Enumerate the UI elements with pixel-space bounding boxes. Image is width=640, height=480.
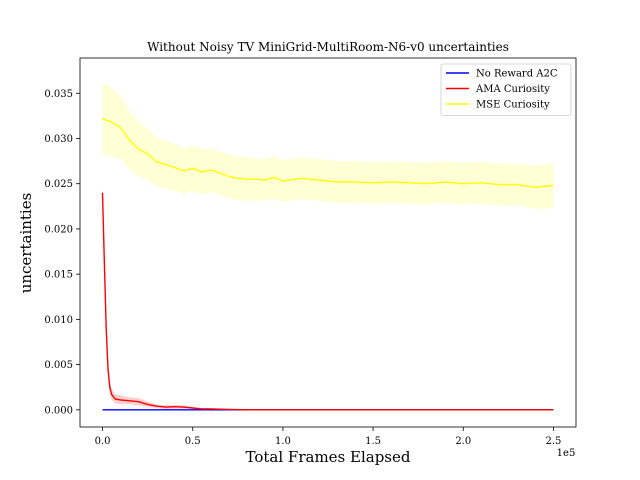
y-tick-label: 0.035 [44, 89, 73, 100]
confidence-bands [102, 82, 554, 410]
x-axis-label: Total Frames Elapsed [246, 448, 411, 466]
x-axis-ticks: 0.0 0.5 1.0 1.5 2.0 2.5 [95, 427, 562, 447]
x-tick-label: 1.5 [365, 436, 381, 447]
y-tick-label: 0.025 [44, 179, 73, 190]
x-tick-label: 0.5 [185, 436, 201, 447]
y-tick-label: 0.010 [44, 315, 73, 326]
ama-curiosity-line [101, 192, 554, 411]
y-tick-label: 0.020 [44, 224, 73, 235]
x-tick-label: 2.0 [455, 436, 471, 447]
mse-curiosity-band [102, 82, 554, 209]
plot-frame [79, 57, 577, 428]
legend-label: No Reward A2C [476, 69, 558, 80]
y-tick-label: 0.005 [44, 360, 73, 371]
legend-box [440, 63, 572, 116]
y-axis-label: uncertainties [17, 193, 35, 294]
x-tick-label: 2.5 [546, 436, 562, 447]
legend-label: MSE Curiosity [476, 100, 550, 111]
x-axis-offset-label: 1e5 [557, 448, 576, 459]
x-tick-label: 1.0 [275, 436, 291, 447]
legend-label: AMA Curiosity [475, 84, 550, 95]
series-lines [101, 117, 554, 411]
mse-curiosity-line [102, 117, 554, 189]
chart-title: Without Noisy TV MiniGrid-MultiRoom-N6-v… [147, 40, 509, 54]
y-axis-ticks: 0.000 0.005 0.010 0.015 0.020 0.025 0.030 0.035 [44, 89, 80, 416]
x-tick-label: 0.0 [95, 436, 111, 447]
legend: No Reward A2C AMA Curiosity MSE Curiosity [440, 63, 572, 116]
y-tick-label: 0.000 [44, 405, 73, 416]
y-tick-label: 0.015 [44, 270, 73, 281]
y-tick-label: 0.030 [44, 134, 73, 145]
